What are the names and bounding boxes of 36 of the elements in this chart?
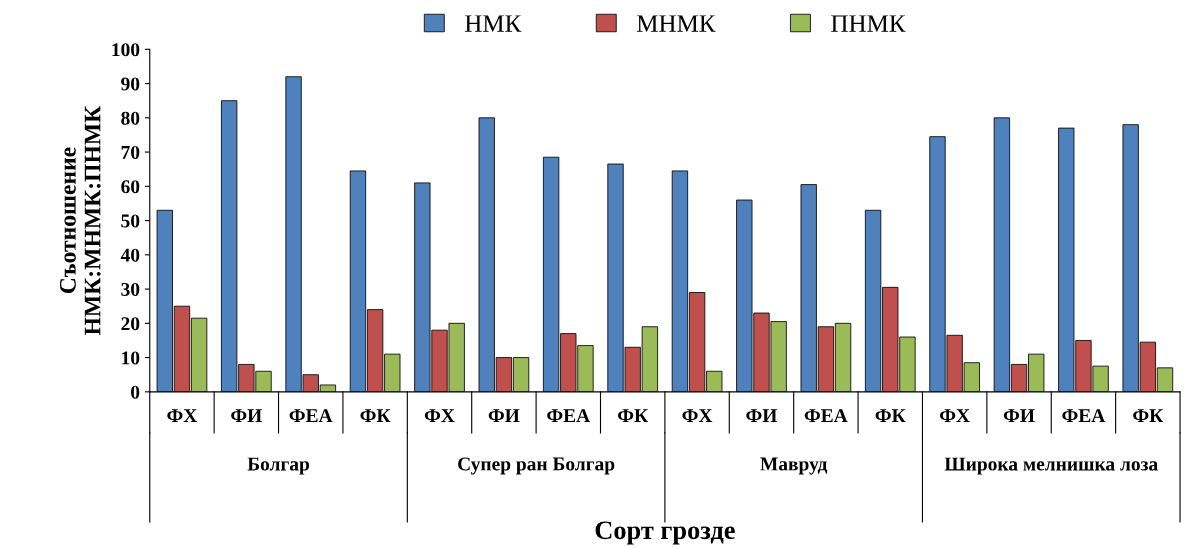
x-tick-label: ФХ	[424, 409, 455, 422]
x-tick-label: ФЕА	[289, 409, 333, 422]
y-tick-label: 10	[122, 351, 140, 365]
x-tick-label: ФИ	[1003, 409, 1035, 422]
legend-label: МНМК	[636, 15, 716, 32]
x-tick-label: ФИ	[746, 409, 778, 422]
x-tick-label: ФЕА	[804, 409, 848, 422]
legend-label: ПНМК	[831, 15, 906, 32]
y-tick-label: 30	[121, 282, 140, 297]
y-tick-label: 100	[112, 43, 140, 57]
x-tick-label: ФИ	[231, 409, 262, 422]
x-tick-label: ФЕА	[1062, 409, 1106, 422]
x-axis-title: Сорт грозде	[595, 521, 735, 545]
x-tick-label: ФХ	[682, 409, 713, 422]
y-tick-label: 0	[131, 385, 140, 399]
y-tick-label: 50	[121, 214, 140, 228]
text: Широка мелнишка лоза	[944, 457, 1158, 475]
x-tick-label: ФК	[1133, 409, 1164, 422]
x-tick-label: ФЕА	[547, 409, 591, 422]
legend-label: НМК	[465, 15, 522, 32]
y-tick-label: 40	[120, 248, 140, 262]
y-tick-label: 60	[121, 180, 140, 194]
x-tick-label: ФХ	[940, 409, 970, 422]
y-tick-label: 70	[121, 145, 140, 160]
y-tick-label: 90	[121, 77, 140, 91]
y-axis-title: Съотношение НМК:МНМК:ПНМК	[59, 105, 101, 336]
text: Супер ран Болгар	[458, 457, 615, 475]
x-tick-label: ФК	[618, 409, 648, 422]
x-tick-label: ФК	[360, 409, 391, 422]
x-tick-label: ФК	[875, 409, 906, 422]
text: Мавруд	[760, 457, 828, 475]
x-tick-label: ФХ	[167, 409, 198, 422]
text: Болгар	[247, 457, 310, 475]
y-tick-label: 20	[121, 317, 140, 331]
x-tick-label: ФИ	[488, 409, 520, 422]
y-tick-label: 80	[121, 111, 140, 125]
